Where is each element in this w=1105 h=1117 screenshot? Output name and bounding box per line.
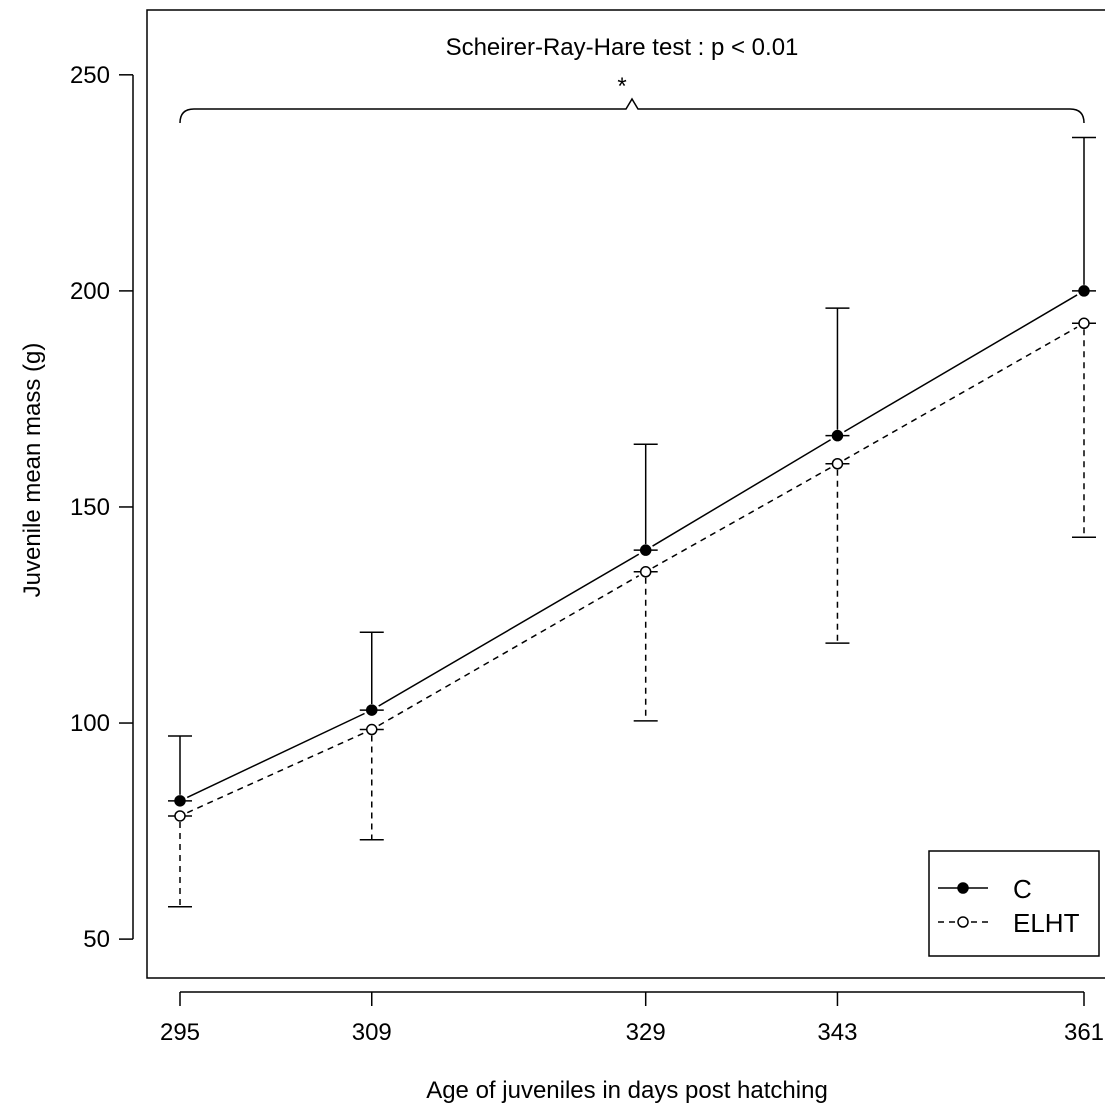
x-axis-title: Age of juveniles in days post hatching	[426, 1077, 828, 1104]
x-tick-label-295: 295	[160, 1019, 200, 1046]
series-c-point-295	[174, 795, 186, 807]
series-c-point-309	[366, 704, 378, 716]
plot-frame	[146, 9, 1105, 979]
series-elht-segment-1	[378, 575, 640, 727]
y-tick-label-100: 100	[70, 710, 110, 737]
x-axis: 295 309 329 343 361	[160, 991, 1104, 1046]
series-elht-point-295	[174, 810, 186, 822]
series-elht-segment-3	[844, 326, 1078, 461]
y-tick-label-50: 50	[83, 926, 110, 953]
y-tick-label-150: 150	[70, 494, 110, 521]
y-tick-label-200: 200	[70, 278, 110, 305]
legend-marker-elht	[957, 916, 969, 928]
series-c-segment-3	[843, 294, 1078, 433]
series-elht-point-343	[831, 458, 844, 470]
legend-label-c: C	[1013, 874, 1032, 904]
series-elht-point-329	[639, 566, 652, 578]
significance-bracket	[179, 97, 1085, 124]
legend-label-elht: ELHT	[1013, 908, 1080, 938]
test-label: Scheirer-Ray-Hare test : p < 0.01	[446, 34, 799, 61]
legend-marker-c	[957, 882, 969, 894]
significance-annotation: Scheirer-Ray-Hare test : p < 0.01 *	[179, 34, 1085, 124]
series-elht-segment-2	[652, 467, 831, 569]
y-axis: 50 100 150 200 250	[70, 62, 134, 953]
series-elht-point-309	[366, 723, 378, 736]
series-c-segment-2	[652, 439, 831, 547]
series-c	[168, 136, 1096, 807]
x-tick-label-309: 309	[352, 1019, 392, 1046]
series-c-point-343	[831, 429, 844, 442]
series-elht-point-361	[1078, 317, 1090, 330]
series-c-segment-1	[378, 553, 640, 707]
series-c-point-329	[639, 544, 652, 556]
legend-box	[928, 850, 1100, 957]
y-tick-label-250: 250	[70, 62, 110, 89]
significance-mark: *	[617, 73, 626, 100]
series-c-segment-0	[186, 712, 365, 799]
series-c-point-361	[1078, 285, 1090, 297]
x-tick-label-329: 329	[626, 1019, 666, 1046]
series-layer	[168, 136, 1096, 908]
x-tick-label-361: 361	[1064, 1019, 1104, 1046]
series-elht	[168, 317, 1096, 908]
y-axis-title: Juvenile mean mass (g)	[19, 343, 46, 598]
legend: C ELHT	[928, 850, 1100, 957]
x-tick-label-343: 343	[817, 1019, 857, 1046]
series-elht-segment-0	[186, 732, 365, 814]
